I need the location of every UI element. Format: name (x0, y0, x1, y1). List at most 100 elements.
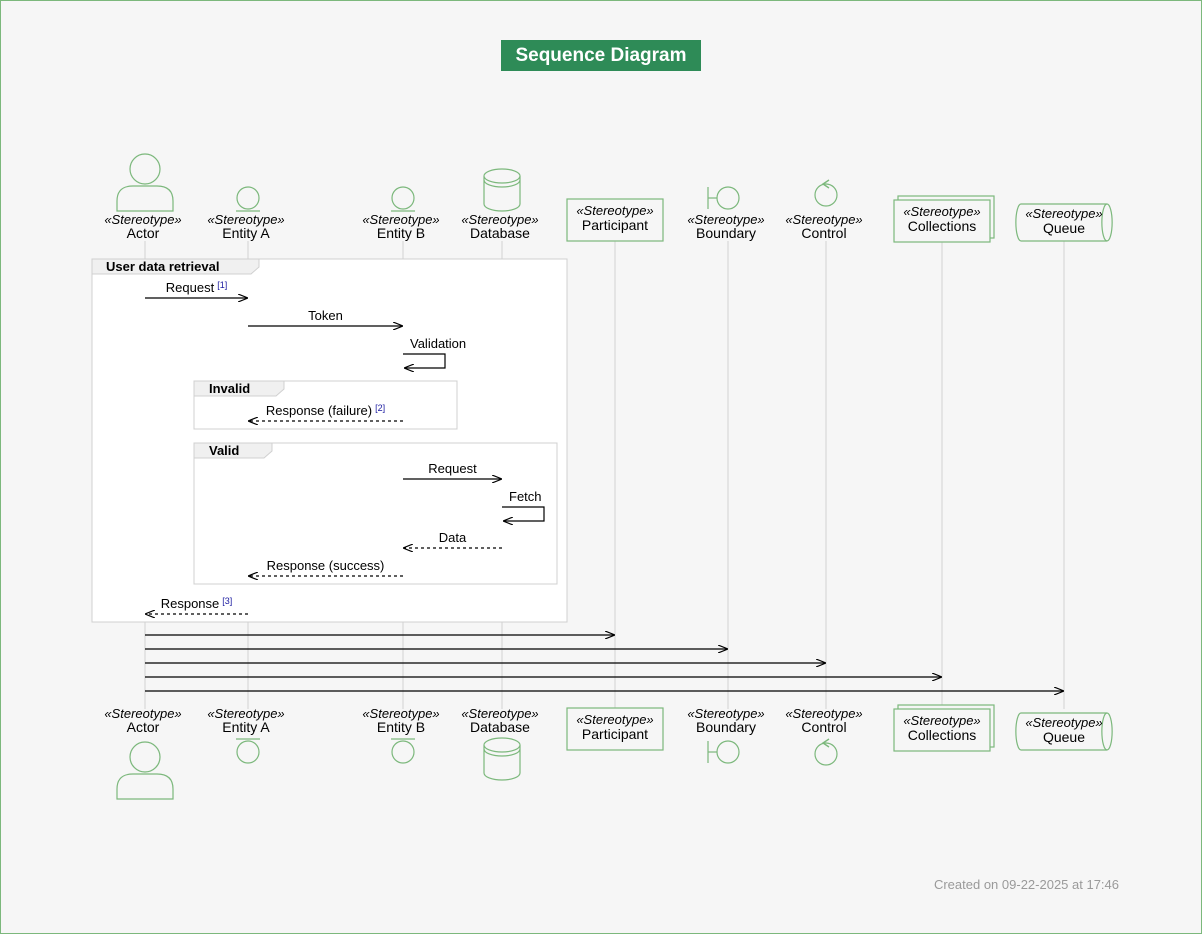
message-label: Response (failure) [2] (266, 403, 385, 418)
created-timestamp: Created on 09-22-2025 at 17:46 (933, 877, 1119, 892)
participant-name: Database (470, 719, 530, 735)
database-top-icon (483, 737, 521, 753)
participant-box (566, 198, 664, 242)
message-label: Validation (410, 336, 466, 351)
participant-control-top: «Stereotype»Control (785, 179, 863, 241)
participant-boundary-top: «Stereotype»Boundary (687, 186, 765, 241)
boundary-icon (716, 740, 740, 764)
database-top-icon (483, 168, 521, 184)
message-2: Token (248, 308, 402, 326)
message-label: Token (308, 308, 343, 323)
participant-name: Entity B (377, 719, 425, 735)
database-rim-icon (483, 179, 521, 188)
participant-actor-bottom: «Stereotype»Actor (104, 706, 182, 800)
control-icon (814, 742, 838, 766)
database-icon (483, 745, 521, 781)
stereotype-label: «Stereotype» (1025, 206, 1102, 221)
stereotype-label: «Stereotype» (687, 212, 764, 227)
participant-name: Collections (908, 218, 976, 234)
message-1: Request [1] (145, 280, 247, 298)
message-label: Data (439, 530, 467, 545)
message-3: Validation (403, 336, 466, 368)
actor-icon (129, 741, 161, 773)
stereotype-label: «Stereotype» (362, 706, 439, 721)
participant-name: Actor (127, 225, 160, 241)
message-8: Response (success) (249, 558, 403, 576)
participant-participant-bottom: «Stereotype»Participant (566, 707, 664, 751)
participant-control-bottom: «Stereotype»Control (785, 706, 863, 766)
message-label: Request (428, 461, 477, 476)
entity-icon (236, 186, 260, 210)
message-label: Response (success) (267, 558, 385, 573)
group-tab-user-data-retrieval (91, 258, 260, 275)
stereotype-label: «Stereotype» (785, 706, 862, 721)
stereotype-label: «Stereotype» (461, 706, 538, 721)
participant-name: Entity A (222, 225, 270, 241)
message-label: Request [1] (166, 280, 227, 295)
stereotype-label: «Stereotype» (104, 212, 181, 227)
participant-name: Boundary (696, 225, 756, 241)
participant-database-top: «Stereotype»Database (461, 168, 539, 241)
participant-database-bottom: «Stereotype»Database (461, 706, 539, 781)
participant-name: Actor (127, 719, 160, 735)
stereotype-label: «Stereotype» (104, 706, 181, 721)
database-rim-icon (483, 748, 521, 757)
note-ref: [1] (217, 280, 227, 290)
actor-icon (129, 153, 161, 185)
group-frame-invalid (193, 380, 458, 430)
boundary-icon (716, 186, 740, 210)
participant-collections-bottom: «Stereotype»Collections (893, 704, 995, 752)
message-text: Request (428, 461, 477, 476)
participant-queue-bottom: «Stereotype»Queue (1015, 712, 1113, 751)
message-text: Data (439, 530, 467, 545)
stereotype-label: «Stereotype» (576, 712, 653, 727)
stereotype-label: «Stereotype» (903, 204, 980, 219)
message-7: Data (404, 530, 502, 548)
message-text: Token (308, 308, 343, 323)
message-5: Request (403, 461, 501, 479)
participant-name: Collections (908, 727, 976, 743)
group-frame-valid (193, 442, 558, 585)
stereotype-label: «Stereotype» (903, 713, 980, 728)
participant-collections-top: «Stereotype»Collections (893, 195, 995, 243)
participant-name: Control (801, 719, 846, 735)
group-tab-valid (193, 442, 273, 459)
participant-name: Entity B (377, 225, 425, 241)
stereotype-label: «Stereotype» (687, 706, 764, 721)
queue-end-icon (1101, 712, 1108, 751)
participant-entity_a-bottom: «Stereotype»Entity A (207, 706, 285, 764)
control-arrow-icon (821, 179, 830, 189)
stereotype-label: «Stereotype» (207, 212, 284, 227)
participant-name: Control (801, 225, 846, 241)
queue-end-icon (1101, 203, 1108, 242)
group-label-invalid: Invalid (209, 381, 250, 396)
message-text: Response (failure) (266, 403, 372, 418)
stereotype-label: «Stereotype» (785, 212, 862, 227)
participant-name: Boundary (696, 719, 756, 735)
participant-entity_a-top: «Stereotype»Entity A (207, 186, 285, 241)
participant-boundary-bottom: «Stereotype»Boundary (687, 706, 765, 764)
participant-name: Queue (1043, 220, 1085, 236)
group-frame-user-data-retrieval (91, 258, 568, 623)
database-icon (483, 176, 521, 212)
participant-participant-top: «Stereotype»Participant (566, 198, 664, 242)
self-message-arrow (403, 353, 446, 368)
stereotype-label: «Stereotype» (576, 203, 653, 218)
collections-box (893, 199, 991, 243)
note-ref: [3] (222, 596, 232, 606)
participant-queue-top: «Stereotype»Queue (1015, 203, 1113, 242)
message-text: Response (161, 596, 220, 611)
stereotype-label: «Stereotype» (207, 706, 284, 721)
message-text: Response (success) (267, 558, 385, 573)
participant-name: Queue (1043, 729, 1085, 745)
entity-icon (391, 740, 415, 764)
group-label-valid: Valid (209, 443, 239, 458)
participant-name: Database (470, 225, 530, 241)
group-tab-invalid (193, 380, 285, 397)
message-label: Fetch (509, 489, 542, 504)
participant-entity_b-bottom: «Stereotype»Entity B (362, 706, 440, 764)
participant-actor-top: «Stereotype»Actor (104, 153, 182, 241)
message-text: Request (166, 280, 215, 295)
